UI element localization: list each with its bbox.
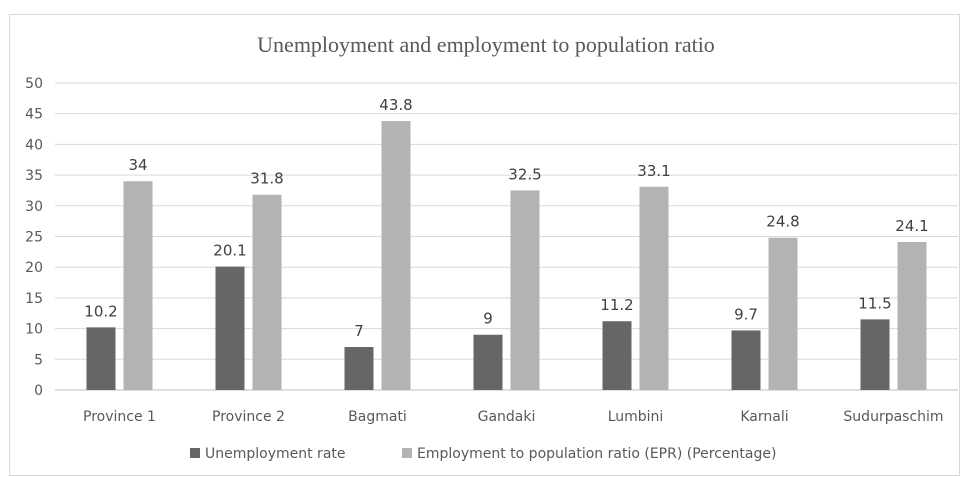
bar-epr bbox=[510, 190, 540, 390]
bar-unemployment bbox=[473, 334, 503, 390]
data-label: 9 bbox=[483, 310, 493, 328]
chart-frame bbox=[9, 14, 960, 476]
legend-swatch bbox=[402, 448, 412, 458]
x-category-label: Gandaki bbox=[478, 409, 536, 425]
data-label: 31.8 bbox=[250, 170, 283, 188]
x-category-label: Karnali bbox=[740, 409, 788, 425]
data-label: 9.7 bbox=[734, 305, 758, 323]
bar-epr bbox=[252, 194, 282, 390]
y-tick-label: 0 bbox=[34, 383, 43, 399]
x-axis-categories: Province 1 Province 2 Bagmati Gandaki Lumbin… bbox=[83, 409, 944, 425]
x-category-label: Sudurpaschim bbox=[843, 409, 943, 425]
bar-epr bbox=[381, 121, 411, 391]
y-tick-label: 20 bbox=[25, 260, 43, 276]
gridlines bbox=[55, 82, 958, 391]
bar-unemployment bbox=[86, 327, 116, 390]
y-tick-label: 45 bbox=[25, 107, 43, 123]
data-label: 32.5 bbox=[508, 165, 541, 183]
y-tick-label: 25 bbox=[25, 230, 43, 246]
bar-unemployment bbox=[215, 266, 245, 390]
data-label: 11.2 bbox=[600, 296, 633, 314]
data-label: 34 bbox=[128, 156, 147, 174]
x-category-label: Bagmati bbox=[348, 409, 407, 425]
bar-unemployment bbox=[860, 319, 890, 390]
data-label: 33.1 bbox=[637, 162, 670, 180]
bar-unemployment bbox=[344, 347, 374, 390]
data-label: 11.5 bbox=[858, 294, 891, 312]
x-category-label: Province 2 bbox=[212, 409, 285, 425]
legend-label: Employment to population ratio (EPR) (Pe… bbox=[417, 446, 776, 462]
bar-epr bbox=[768, 237, 798, 390]
data-label: 10.2 bbox=[84, 302, 117, 320]
legend-swatch bbox=[190, 448, 200, 458]
data-label: 20.1 bbox=[213, 242, 246, 260]
data-label: 7 bbox=[354, 322, 364, 340]
x-category-label: Province 1 bbox=[83, 409, 156, 425]
chart-title: Unemployment and employment to populatio… bbox=[257, 32, 715, 57]
y-tick-label: 40 bbox=[25, 137, 43, 153]
data-label: 43.8 bbox=[379, 96, 412, 114]
data-label: 24.1 bbox=[895, 217, 928, 235]
bar-epr bbox=[897, 242, 927, 390]
bar-unemployment bbox=[602, 321, 632, 390]
data-label: 24.8 bbox=[766, 213, 799, 231]
bar-unemployment bbox=[731, 330, 761, 390]
legend-label: Unemployment rate bbox=[205, 446, 346, 462]
y-axis-ticks: 0 5 10 15 20 25 30 35 40 45 50 bbox=[25, 76, 43, 399]
bars bbox=[86, 121, 927, 391]
data-labels: 10.2 34 20.1 31.8 7 43.8 9 32.5 11.2 33.1 9.7 24.8 1… bbox=[84, 96, 928, 340]
y-tick-label: 35 bbox=[25, 168, 43, 184]
y-tick-label: 5 bbox=[34, 352, 43, 368]
y-tick-label: 30 bbox=[25, 199, 43, 215]
y-tick-label: 50 bbox=[25, 76, 43, 92]
x-category-label: Lumbini bbox=[608, 409, 664, 425]
legend: Unemployment rate Employment to populatio… bbox=[190, 446, 776, 462]
bar-epr bbox=[123, 181, 153, 390]
y-tick-label: 15 bbox=[25, 291, 43, 307]
bar-epr bbox=[639, 186, 669, 390]
y-tick-label: 10 bbox=[25, 322, 43, 338]
